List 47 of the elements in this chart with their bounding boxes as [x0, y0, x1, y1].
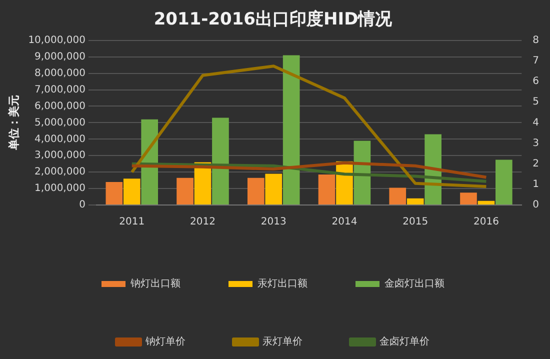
y-tick-label: 9,000,000 — [34, 51, 86, 62]
legend-label: 汞灯出口额 — [258, 278, 308, 290]
bar — [212, 118, 229, 204]
x-tick-label: 2011 — [119, 216, 145, 228]
y2-tick-label: 2 — [532, 158, 540, 170]
y-tick-label: 2,000,000 — [34, 166, 86, 178]
bar — [389, 188, 406, 204]
y2-tick-label: 0 — [532, 200, 540, 211]
y-tick-label: 8,000,000 — [34, 68, 86, 79]
bar — [282, 55, 300, 204]
bar — [123, 178, 140, 204]
y2-tick-label: 8 — [532, 34, 540, 46]
bar — [496, 160, 512, 204]
y-axis-title: 单位：美元 — [7, 95, 20, 152]
x-tick-label: 2015 — [402, 216, 428, 228]
bar — [247, 178, 264, 204]
y2-tick-label: 6 — [532, 76, 540, 88]
y2-tick-label: 4 — [532, 117, 540, 128]
legend-label: 钠灯单价 — [144, 336, 186, 348]
bar — [406, 198, 424, 204]
bar — [265, 174, 282, 204]
y-tick-label: 3,000,000 — [34, 150, 86, 162]
y2-tick-label: 3 — [532, 138, 540, 149]
y-tick-label: 6,000,000 — [34, 100, 86, 112]
y-tick-label: 4,000,000 — [34, 134, 86, 145]
chart-title: 2011-2016出口印度HID情况 — [154, 10, 394, 30]
bar — [106, 182, 123, 204]
x-tick-label: 2014 — [332, 216, 358, 228]
y-tick-label: 1,000,000 — [34, 183, 86, 194]
x-tick-label: 2016 — [473, 216, 499, 228]
legend-label: 钠灯出口额 — [130, 278, 180, 290]
bar — [478, 200, 495, 204]
y-tick-label: 10,000,000 — [28, 34, 86, 46]
y2-tick-label: 5 — [532, 96, 540, 108]
x-tick-label: 2012 — [190, 216, 216, 228]
y2-tick-label: 1 — [532, 179, 540, 190]
legend-label: 汞灯单价 — [262, 336, 302, 348]
y-tick-label: 7,000,000 — [34, 84, 86, 96]
legend-label: 金卤灯出口额 — [384, 278, 444, 290]
x-tick-label: 2013 — [260, 216, 286, 228]
bar — [176, 178, 194, 204]
y-tick-label: 0 — [79, 200, 86, 211]
legend-label: 金卤灯单价 — [380, 336, 430, 348]
bar — [318, 174, 336, 204]
y2-tick-label: 7 — [532, 56, 540, 67]
y-tick-label: 5,000,000 — [34, 117, 86, 128]
bar — [460, 192, 477, 204]
